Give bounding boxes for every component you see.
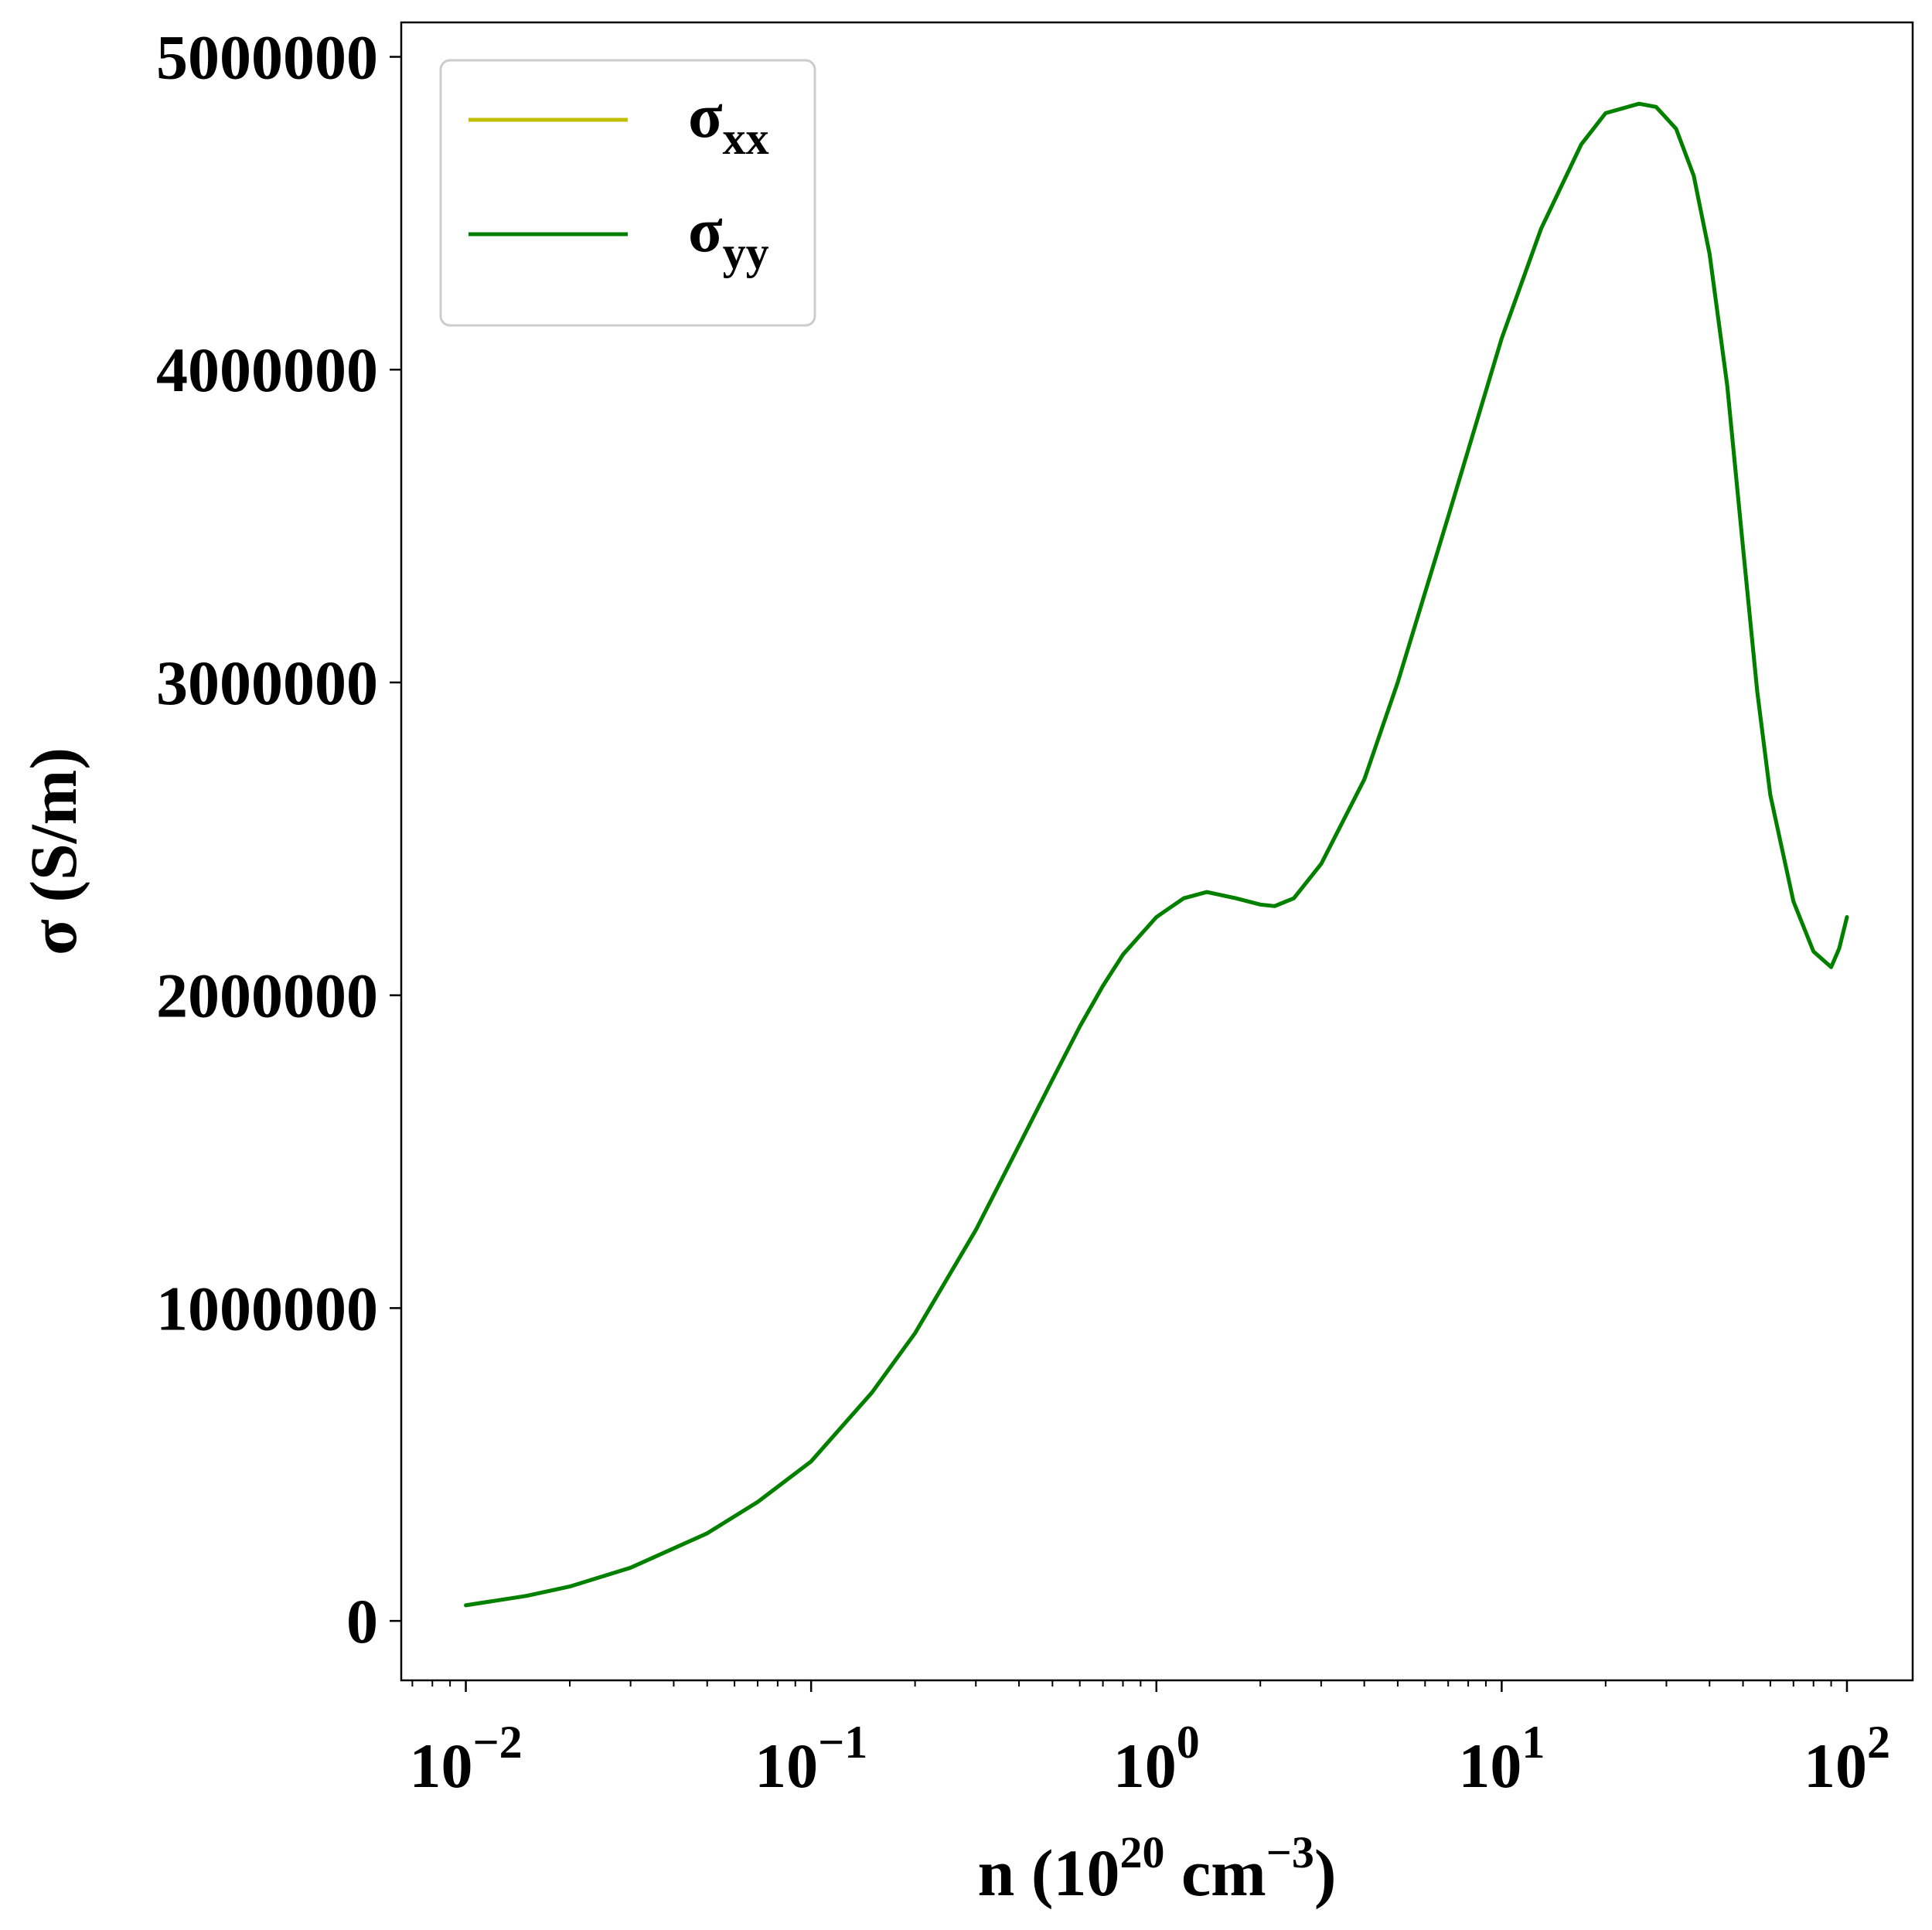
x-axis-label-unit-exp: −3 <box>1266 1827 1314 1877</box>
legend-label-yy: σyy <box>688 195 769 278</box>
x-axis-ticks: 10−2 10−1 100 101 102 <box>409 1680 1890 1801</box>
x-tick-exp: −1 <box>818 1717 867 1768</box>
x-tick-exp: 1 <box>1521 1717 1545 1768</box>
legend-label-xx: σxx <box>688 80 769 164</box>
x-tick-label: 10−1 <box>755 1717 867 1801</box>
x-tick-exp: 2 <box>1867 1717 1890 1768</box>
y-tick-label: 1000000 <box>156 1273 378 1343</box>
x-tick-label: 100 <box>1113 1717 1200 1801</box>
y-tick-label: 5000000 <box>156 22 378 93</box>
series-line-yy <box>464 101 1849 1608</box>
x-tick-base: 10 <box>1804 1731 1867 1801</box>
legend-box <box>439 59 816 327</box>
legend-label-base: σ <box>688 80 723 151</box>
x-tick-base: 10 <box>1113 1731 1177 1801</box>
y-axis-label: σ (S/m) <box>16 747 90 955</box>
x-axis-label: n (1020 cm−3) <box>978 1827 1337 1910</box>
x-axis-label-close: ) <box>1314 1836 1337 1910</box>
x-tick-label: 101 <box>1458 1717 1545 1801</box>
x-tick-base: 10 <box>755 1731 818 1801</box>
plot-lines <box>464 101 1849 1608</box>
legend-label-sub: xx <box>723 113 769 164</box>
legend-label-sub: yy <box>723 227 769 278</box>
x-tick-exp: −2 <box>472 1717 522 1768</box>
y-axis-ticks: 0 1000000 2000000 3000000 4000000 5000000 <box>156 22 401 1656</box>
x-tick-label: 10−2 <box>409 1717 522 1801</box>
y-tick-label: 4000000 <box>156 335 378 405</box>
y-tick-label: 2000000 <box>156 961 378 1031</box>
x-axis-label-exp: 20 <box>1119 1827 1164 1877</box>
legend-label-base: σ <box>688 195 723 265</box>
x-tick-exp: 0 <box>1177 1717 1200 1768</box>
x-tick-base: 10 <box>409 1731 472 1801</box>
y-tick-label: 3000000 <box>156 648 378 718</box>
x-tick-label: 102 <box>1804 1717 1890 1801</box>
x-axis-label-base: n (10 <box>978 1836 1120 1910</box>
x-tick-base: 10 <box>1458 1731 1521 1801</box>
x-axis-label-unit: cm <box>1164 1836 1266 1910</box>
y-tick-label: 0 <box>346 1586 378 1656</box>
